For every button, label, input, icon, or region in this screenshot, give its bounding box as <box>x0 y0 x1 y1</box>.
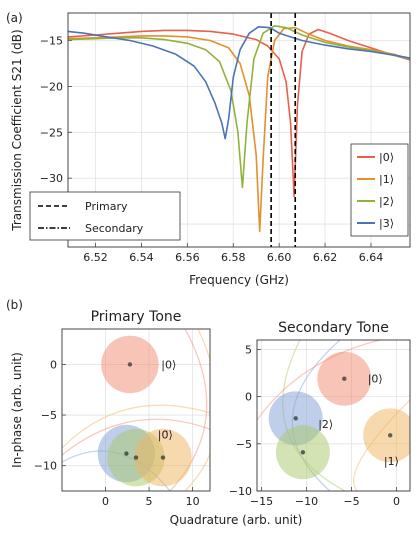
primary-tone-chart: 0 5 10 0 −5 −10 |0⟩ |0̄⟩ Primary Tone In-phase (a… <box>10 309 211 508</box>
y-axis-label: In-phase (arb. unit) <box>10 352 24 468</box>
x-tick-label: 6.52 <box>83 251 108 264</box>
legend-label: |2⟩ <box>379 195 394 208</box>
plot-frame <box>256 339 411 492</box>
panel-label-b: (b) <box>6 298 23 312</box>
y-tick-label: −20 <box>40 80 63 93</box>
chart-title: Secondary Tone <box>278 320 389 336</box>
trajectory-arc <box>62 404 210 449</box>
y-tick-label: 0 <box>50 358 57 371</box>
series-line <box>67 26 411 140</box>
plot-frame <box>61 328 211 492</box>
legend-label: |1⟩ <box>379 173 394 186</box>
x-tick-label: 5 <box>146 495 153 508</box>
y-tick-label: −25 <box>40 126 63 139</box>
x-tick-label: 6.56 <box>175 251 200 264</box>
cluster-center-point <box>127 362 133 367</box>
x-tick-label: 6.62 <box>313 251 338 264</box>
x-tick-label: 0 <box>102 495 109 508</box>
x-axis-label: Frequency (GHz) <box>189 273 289 287</box>
x-tick-label: −5 <box>343 495 359 508</box>
cluster-center-point <box>293 416 298 421</box>
transmission-chart: 6.52 6.54 6.56 6.58 6.60 6.62 6.64 −15 −20 −25 −30… <box>10 12 411 287</box>
trajectory-arc <box>62 418 210 456</box>
x-tick-label: −10 <box>295 495 318 508</box>
cluster-center-point <box>160 455 166 460</box>
cluster-center-point <box>342 376 347 381</box>
legend-label: |3⟩ <box>379 217 394 230</box>
y-tick-label: 5 <box>245 343 252 356</box>
plot-content <box>257 340 410 491</box>
x-tick-label: 6.58 <box>221 251 246 264</box>
secondary-tone-chart: −15 −10 −5 050−5−10|0⟩|2⟩|1⟩Secondary ToneQ… <box>170 320 411 527</box>
series-line <box>67 25 411 189</box>
cluster-label: |0⟩ <box>161 358 176 371</box>
x-tick-label: 6.54 <box>129 251 154 264</box>
cluster-annotation: |0̄⟩ <box>158 428 173 441</box>
x-tick-label: 0 <box>393 495 400 508</box>
y-tick-label: −15 <box>40 35 63 48</box>
y-tick-label: −10 <box>229 485 252 498</box>
y-tick-label: 0 <box>245 391 252 404</box>
y-tick-label: −10 <box>34 460 57 473</box>
x-tick-label: 6.60 <box>267 251 292 264</box>
cluster-center-point <box>124 451 129 456</box>
cluster-center-point <box>388 433 393 438</box>
y-tick-label: −30 <box>40 172 63 185</box>
y-tick-label: −5 <box>41 409 57 422</box>
cluster-center-point <box>133 455 139 460</box>
x-tick-label: 10 <box>186 495 200 508</box>
series-line <box>67 26 411 233</box>
state-cluster <box>363 408 410 463</box>
cluster-label: |2⟩ <box>318 418 333 431</box>
cluster-label: |1⟩ <box>384 455 399 468</box>
series-line <box>67 28 411 198</box>
x-axis-label: Quadrature (arb. unit) <box>170 513 303 527</box>
cluster-label: |0⟩ <box>368 373 383 386</box>
y-tick-label: −5 <box>236 438 252 451</box>
legend-box <box>350 143 409 237</box>
tone-legend-label: Secondary <box>85 222 144 235</box>
chart-title: Primary Tone <box>91 309 182 325</box>
y-axis-label: Transmission Coefficient S21 (dB) <box>10 29 24 231</box>
trajectory-arc <box>257 340 381 421</box>
panel-label-a: (a) <box>6 11 23 25</box>
legend-label: |0⟩ <box>379 151 394 164</box>
x-tick-label: −15 <box>250 495 273 508</box>
x-tick-label: 6.64 <box>359 251 384 264</box>
cluster-center-point <box>300 450 306 455</box>
trajectory-arc <box>184 329 210 491</box>
tone-legend-box <box>29 191 181 241</box>
plot-frame <box>67 12 411 248</box>
plot-content <box>62 329 210 491</box>
tone-legend-label: Primary <box>85 200 128 213</box>
